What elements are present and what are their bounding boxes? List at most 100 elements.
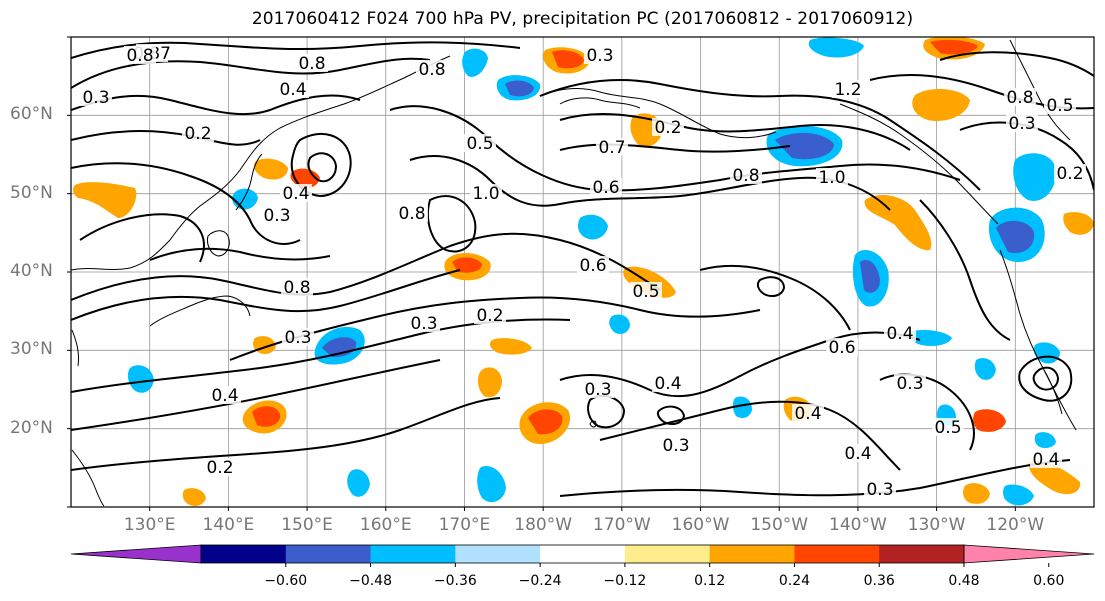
contour-line: [149, 247, 331, 261]
contour-label-bg: [590, 178, 622, 196]
contour-labels: 0.870.80.40.30.20.30.40.80.80.51.00.80.6…: [80, 44, 1086, 500]
contour-label-bg: [894, 374, 926, 392]
shade-blob: [974, 358, 996, 380]
contour-line: [1018, 355, 1073, 402]
contour-label: 0.5: [632, 282, 659, 302]
contour-label: 0.3: [1008, 114, 1035, 134]
figure-title: 2017060412 F024 700 hPa PV, precipitatio…: [251, 9, 914, 29]
contour-label: 0.4: [1032, 450, 1059, 470]
contour-line: [71, 269, 461, 321]
colorbar-tick-label: 0.36: [863, 573, 895, 589]
shade-blob: [963, 483, 990, 504]
shade-blob: [462, 48, 488, 77]
shade-blob: [1013, 153, 1057, 201]
contour-label-bg: [396, 204, 428, 222]
contour-label: 0.3: [662, 436, 689, 456]
contour-line: [919, 199, 1011, 341]
contour-line: [71, 232, 661, 301]
contour-label-bg: [1054, 164, 1086, 182]
contour-label: 0.8: [418, 60, 445, 80]
lat-label: 30°N: [10, 339, 53, 360]
shade-blob: [578, 214, 608, 240]
contour-label-bg: [842, 444, 874, 462]
contour-label: 0.2: [184, 124, 211, 144]
shade-blob: [732, 396, 752, 418]
contour-label-bg: [1044, 96, 1076, 114]
contour-label: 0.7: [598, 138, 625, 158]
shade-blob: [912, 88, 970, 122]
contour-label-bg: [1030, 450, 1062, 468]
contour-label: 0.5: [934, 418, 961, 438]
colorbar-extend-low: [70, 544, 202, 564]
contour-label: 0.3: [82, 88, 109, 108]
contour-label-bg: [296, 54, 328, 72]
colorbar-segment: [624, 545, 711, 563]
lon-label: 170°E: [438, 515, 491, 535]
contour-label: 0.6: [592, 178, 619, 198]
contour-label-bg: [596, 138, 628, 156]
lon-label: 130°E: [123, 515, 176, 535]
shade-blob: [252, 406, 281, 427]
shade-blob: [127, 365, 154, 393]
contour-label-bg: [464, 134, 496, 152]
colorbar-tick-label: −0.24: [518, 573, 562, 589]
lat-label: 50°N: [10, 182, 53, 203]
shade-blob: [73, 182, 137, 218]
contour-label-bg: [652, 374, 684, 392]
contour-label: 0.8: [732, 166, 759, 186]
contour-label: 0.4: [282, 184, 309, 204]
contour-label-bg: [124, 46, 156, 64]
contour-label: 0.8: [1006, 88, 1033, 108]
shade-blob: [860, 260, 880, 293]
contour-line: [699, 264, 851, 331]
lon-label: 140°E: [202, 515, 255, 535]
colorbar-tick-label: 0.48: [948, 573, 980, 589]
contour-line: [71, 162, 301, 245]
shade-blob: [552, 50, 584, 69]
shade-blob: [1034, 432, 1056, 449]
contour-label-bg: [1006, 114, 1038, 132]
lon-label: 130°W: [907, 515, 966, 535]
shade-blob: [609, 314, 630, 334]
contour-label: 0.8: [398, 204, 425, 224]
lon-label: 140°W: [829, 515, 887, 535]
contour-line: [939, 51, 1094, 77]
contour-line: [229, 296, 761, 361]
contour-label: 1.2: [834, 80, 861, 100]
shade-blob: [908, 330, 952, 346]
coastline: [999, 249, 1077, 431]
precipitation-shading: [73, 37, 1094, 506]
contour-label-bg: [277, 80, 309, 98]
shade-blob: [864, 195, 932, 251]
contour-label: 0.3: [586, 46, 613, 66]
contour-label-bg: [209, 386, 241, 404]
contour-label-bg: [408, 314, 440, 332]
contour-label: 0.2: [654, 118, 681, 138]
coastline: [559, 97, 641, 109]
coastline: [589, 420, 597, 428]
shade-blob: [182, 488, 206, 506]
contour-line: [599, 400, 901, 471]
colorbar-segment: [709, 545, 795, 563]
contour-line: [559, 113, 911, 151]
contour-label-bg: [584, 46, 616, 64]
contour-label-bg: [1004, 88, 1036, 106]
contour-label: 0.8: [126, 46, 153, 66]
contour-label-bg: [261, 206, 293, 224]
contour-line: [409, 155, 891, 211]
coastline: [1043, 369, 1063, 415]
shade-blob: [1063, 212, 1094, 235]
lat-label: 20°N: [10, 417, 53, 438]
contour-label: 1.0: [472, 184, 499, 204]
contour-line: [71, 94, 361, 116]
contour-line: [71, 57, 431, 89]
colorbar-tick-label: 0.24: [778, 573, 811, 589]
contour-line: [71, 397, 501, 471]
contour-label: 0.3: [896, 374, 923, 394]
contour-line: [559, 331, 921, 398]
shade-blob: [347, 469, 370, 497]
contour-label-bg: [832, 80, 864, 98]
colorbar-extend-high: [963, 544, 1095, 564]
coastline: [71, 449, 105, 507]
coastline: [71, 55, 451, 271]
